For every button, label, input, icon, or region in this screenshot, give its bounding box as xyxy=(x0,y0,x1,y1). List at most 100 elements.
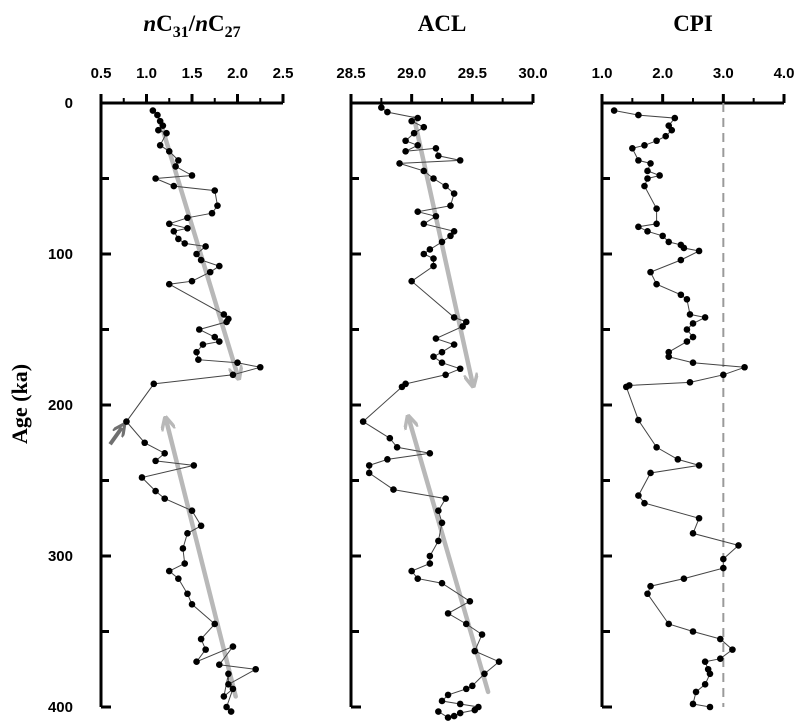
data-point-acl xyxy=(450,228,458,235)
panel-acl: ACL 28.5 29.0 29.5 30.0 xyxy=(336,11,548,721)
data-point-acl xyxy=(398,383,406,391)
data-point-acl xyxy=(430,255,437,262)
data-point-cpi xyxy=(692,688,700,696)
data-point-c31c27 xyxy=(165,148,173,155)
y-tick-label: 300 xyxy=(48,548,73,565)
data-point-acl xyxy=(450,314,458,321)
data-point-acl xyxy=(426,246,434,253)
data-point-acl xyxy=(459,323,466,330)
data-point-acl xyxy=(444,714,452,721)
data-point-c31c27 xyxy=(211,187,219,194)
data-point-c31c27 xyxy=(252,665,259,673)
data-point-c31c27 xyxy=(175,157,182,164)
data-point-c31c27 xyxy=(165,220,173,228)
data-point-c31c27 xyxy=(199,341,207,348)
data-point-acl xyxy=(384,108,391,116)
data-point-acl xyxy=(365,462,373,469)
data-point-cpi xyxy=(717,655,724,662)
series-line-c31c27 xyxy=(125,110,261,712)
data-point-acl xyxy=(430,175,437,182)
x-tick-label-cpi: 2.0 xyxy=(652,65,673,82)
data-point-acl xyxy=(402,148,409,155)
data-point-cpi xyxy=(720,555,727,563)
data-point-cpi xyxy=(689,628,697,635)
data-point-c31c27 xyxy=(193,250,200,258)
series-line-cpi xyxy=(614,110,745,708)
data-point-c31c27 xyxy=(208,209,216,217)
data-point-cpi xyxy=(635,111,642,119)
data-point-acl xyxy=(435,152,442,160)
data-point-c31c27 xyxy=(138,474,146,481)
data-point-cpi xyxy=(735,542,742,549)
panel-title-acl: ACL xyxy=(418,11,467,36)
panel-title-c31c27: nC31/nC27 xyxy=(143,11,240,41)
data-point-c31c27 xyxy=(170,228,178,235)
data-point-acl xyxy=(410,129,418,137)
y-axis-label: Age (ka) xyxy=(7,364,32,444)
data-point-c31c27 xyxy=(154,111,161,119)
data-point-cpi xyxy=(653,220,660,228)
data-point-acl xyxy=(456,700,464,708)
data-point-c31c27 xyxy=(152,487,159,495)
data-point-cpi xyxy=(689,333,697,341)
data-point-c31c27 xyxy=(229,685,237,693)
trend-arrow-acl xyxy=(409,420,491,695)
panel-title-part: 31 xyxy=(173,24,189,41)
x-tick-label-acl: 30.0 xyxy=(518,65,547,82)
data-point-cpi xyxy=(683,296,691,303)
data-point-cpi xyxy=(665,238,673,246)
data-point-cpi xyxy=(677,291,685,299)
panel-title-part: C xyxy=(156,11,173,36)
data-point-acl xyxy=(438,519,446,527)
trend-arrow-c31c27 xyxy=(157,118,237,375)
data-point-acl xyxy=(462,685,470,693)
data-point-acl xyxy=(414,208,422,216)
x-tick-label-c31c27: 2.5 xyxy=(273,65,294,82)
data-point-c31c27 xyxy=(161,450,168,457)
data-point-c31c27 xyxy=(141,439,148,447)
data-point-c31c27 xyxy=(216,262,223,270)
data-point-cpi xyxy=(729,646,736,653)
data-point-c31c27 xyxy=(152,457,159,465)
trend-arrow-acl xyxy=(411,115,472,382)
x-tick-label-c31c27: 0.5 xyxy=(91,65,112,82)
data-point-c31c27 xyxy=(149,107,157,114)
x-tick-label-acl: 28.5 xyxy=(336,65,365,82)
x-tick-label-c31c27: 2.0 xyxy=(227,65,248,82)
panel-title-part: 27 xyxy=(225,24,241,41)
data-point-c31c27 xyxy=(214,202,221,209)
data-point-cpi xyxy=(706,670,714,678)
data-point-c31c27 xyxy=(225,670,232,678)
data-point-acl xyxy=(430,353,437,360)
data-point-cpi xyxy=(671,114,679,122)
data-point-c31c27 xyxy=(165,280,173,288)
data-point-acl xyxy=(384,456,391,463)
data-point-cpi xyxy=(644,167,651,175)
data-point-acl xyxy=(420,250,428,258)
data-point-acl xyxy=(456,157,464,164)
data-point-acl xyxy=(450,190,458,197)
data-point-cpi xyxy=(695,462,703,469)
panel-title-part: C xyxy=(208,11,225,36)
data-point-acl xyxy=(396,160,403,167)
data-point-acl xyxy=(432,145,440,152)
data-point-cpi xyxy=(720,371,727,379)
data-point-acl xyxy=(442,182,449,190)
data-point-c31c27 xyxy=(211,620,219,628)
data-point-c31c27 xyxy=(175,235,182,243)
x-tick-label-acl: 29.5 xyxy=(458,65,487,82)
data-point-c31c27 xyxy=(161,495,168,502)
data-point-acl xyxy=(390,486,397,493)
y-tick-label: 100 xyxy=(48,246,73,263)
data-point-c31c27 xyxy=(206,268,214,276)
data-point-acl xyxy=(442,371,449,379)
data-point-acl xyxy=(426,450,434,457)
data-point-c31c27 xyxy=(165,567,173,575)
data-point-cpi xyxy=(686,311,694,318)
panel-title-part: CPI xyxy=(673,11,713,36)
data-point-cpi xyxy=(610,107,618,114)
data-point-c31c27 xyxy=(225,681,232,688)
